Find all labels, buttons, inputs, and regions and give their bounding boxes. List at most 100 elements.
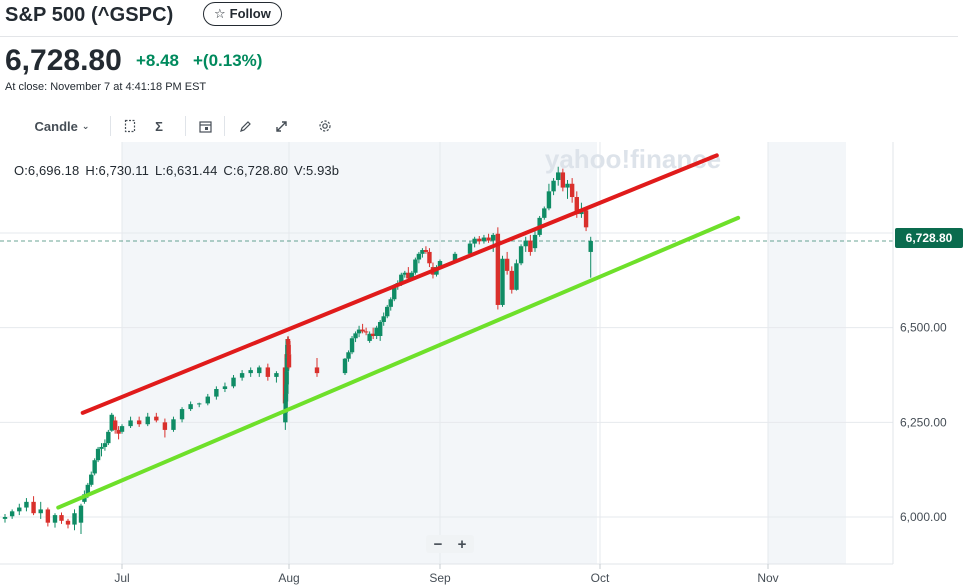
trendlines xyxy=(56,153,741,510)
candle-body xyxy=(388,299,393,307)
candle-body xyxy=(392,286,397,300)
candle-body xyxy=(385,306,390,317)
chart-type-dropdown[interactable]: Candle ⌄ xyxy=(22,112,102,140)
ohlc-high: H:6,730.11 xyxy=(85,163,149,178)
candle-body xyxy=(31,501,36,514)
settings-icon[interactable] xyxy=(305,112,345,140)
candle-body xyxy=(257,367,262,374)
candle-body xyxy=(423,250,429,252)
expand-icon[interactable] xyxy=(257,112,305,140)
candle-body xyxy=(569,183,575,198)
candle-body xyxy=(78,505,84,523)
candle-body xyxy=(486,237,491,241)
upper-trendline xyxy=(80,153,719,415)
candle-body xyxy=(179,409,185,420)
candle-body xyxy=(467,243,473,254)
ohlc-volume: V:5.93b xyxy=(294,163,340,178)
zoom-controls: − + xyxy=(426,535,474,553)
candle-body xyxy=(551,180,556,192)
candle-body xyxy=(349,338,355,353)
candle-body xyxy=(346,352,351,359)
candle-body xyxy=(128,420,133,427)
candle-body xyxy=(283,412,288,423)
candle-body xyxy=(99,446,104,449)
candle-body xyxy=(274,373,279,377)
candle-body xyxy=(95,448,101,461)
candle-body xyxy=(523,240,528,247)
candle-body xyxy=(356,329,362,334)
candle-body xyxy=(546,191,552,209)
candle-body xyxy=(406,272,411,279)
follow-button[interactable]: ☆ Follow xyxy=(203,2,282,26)
compare-icon[interactable] xyxy=(119,112,141,140)
candle-body xyxy=(437,261,443,268)
y-axis-ticks: 6,000.006,250.006,500.006,750.00 xyxy=(900,226,947,524)
candle-body xyxy=(363,331,369,333)
x-tick-label: Jul xyxy=(114,571,129,585)
indicators-icon[interactable]: Σ xyxy=(155,118,163,134)
candle-body xyxy=(188,404,193,410)
candle-body xyxy=(286,354,292,368)
shaded-month-region xyxy=(768,142,846,564)
candle-body xyxy=(381,316,386,322)
candle-body xyxy=(222,386,228,390)
candle-body xyxy=(588,240,593,252)
toolbar-separator xyxy=(224,116,225,136)
lower-trendline xyxy=(56,215,741,510)
chevron-down-icon: ⌄ xyxy=(81,120,90,131)
candle-body xyxy=(532,234,538,249)
candle-body xyxy=(45,509,51,523)
candle-body xyxy=(9,511,15,517)
candle-body xyxy=(197,403,202,405)
candle-body xyxy=(413,259,418,273)
candle-body xyxy=(72,513,77,525)
candle-body xyxy=(500,258,505,305)
candle-body xyxy=(205,396,210,404)
ohlc-close: C:6,728.80 xyxy=(223,163,289,178)
candle-body xyxy=(491,234,496,241)
candle-body xyxy=(136,420,142,425)
candle-body xyxy=(154,416,159,421)
candle-body xyxy=(504,258,510,271)
zoom-in-button[interactable]: + xyxy=(457,535,467,553)
candle-body xyxy=(89,474,94,485)
candle-body xyxy=(112,420,118,430)
candle-body xyxy=(314,367,320,374)
candle-body xyxy=(374,327,379,336)
candle-body xyxy=(452,253,458,262)
candle-series xyxy=(2,166,593,535)
x-axis-ticks: Jul Aug Sep Oct Nov xyxy=(114,564,779,585)
candle-body xyxy=(560,172,566,188)
yahoo-finance-watermark: yahoo!finance xyxy=(545,144,721,174)
toolbar-separator xyxy=(185,116,186,136)
candle-body xyxy=(119,426,125,432)
candle-body xyxy=(477,238,482,242)
candle-body xyxy=(353,333,358,339)
candle-body xyxy=(416,253,422,260)
y-tick-label: 6,500.00 xyxy=(900,321,947,335)
candle-body xyxy=(427,251,432,264)
candle-body xyxy=(145,416,150,425)
candle-body xyxy=(481,237,487,242)
candle-body xyxy=(528,240,533,252)
candle-body xyxy=(495,233,501,305)
shaded-month-region xyxy=(122,142,597,564)
candle-body xyxy=(239,373,245,378)
zoom-out-button[interactable]: − xyxy=(433,535,443,553)
candle-body xyxy=(409,272,415,279)
candle-body xyxy=(102,443,108,447)
candle-body xyxy=(162,422,168,430)
candle-body xyxy=(565,183,570,188)
y-tick-label: 6,250.00 xyxy=(900,415,947,429)
ohlc-low: L:6,631.44 xyxy=(154,163,218,178)
candle-body xyxy=(514,263,519,290)
toolbar-separator xyxy=(110,116,111,136)
x-tick-label: Oct xyxy=(591,571,610,585)
candle-body xyxy=(248,370,253,374)
candle-body xyxy=(420,250,425,254)
candle-body xyxy=(542,208,547,218)
draw-icon[interactable] xyxy=(233,112,257,140)
calendar-icon[interactable] xyxy=(194,112,216,140)
price-change-percent: +(0.13%) xyxy=(193,51,263,70)
